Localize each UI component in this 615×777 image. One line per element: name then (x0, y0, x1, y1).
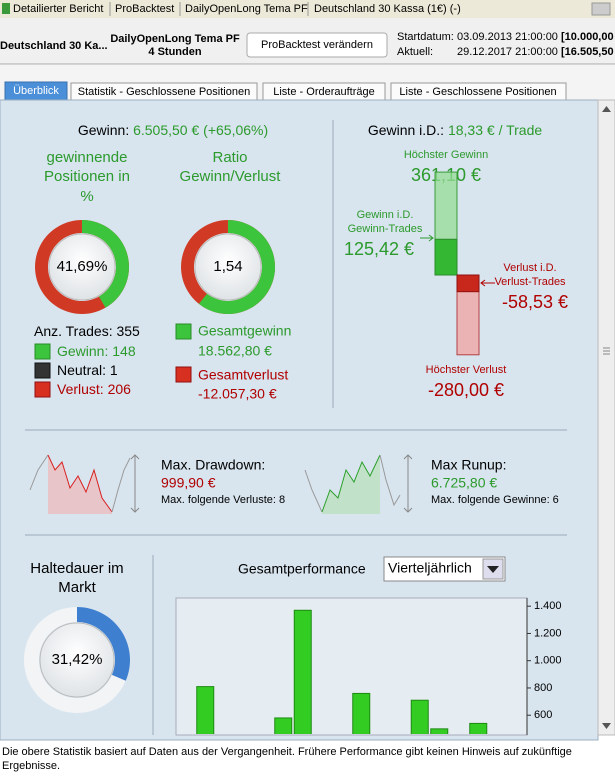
start-date: 03.09.2013 21:00:00 (457, 31, 558, 43)
start-capital: [10.000,00 (561, 31, 614, 43)
legend-item: Verlust: 206 (57, 381, 131, 397)
legend-swatch (34, 381, 51, 398)
bar (196, 686, 215, 734)
total-value: -12.057,30 € (198, 386, 277, 402)
donut-title: Gewinn/Verlust (180, 168, 282, 185)
drawdown-note: Max. folgende Verluste: 8 (161, 494, 285, 506)
drawdown-value: 999,90 € (161, 475, 216, 491)
donut-arc (77, 607, 130, 681)
current-capital: [16.505,50 (561, 46, 614, 58)
window-tab[interactable]: Detailierter Bericht (13, 3, 103, 15)
legend-swatch (175, 366, 192, 383)
bar (274, 717, 293, 734)
gain: Gewinn: 6.505,50 € (+65,06%) (78, 122, 268, 138)
window-tab[interactable]: ProBacktest (115, 3, 174, 15)
footer: Die obere Statistik basiert auf Daten au… (2, 746, 572, 772)
bar (469, 722, 488, 734)
current-date: 29.12.2017 21:00:00 (457, 46, 558, 58)
runup-value: 6.725,80 € (431, 475, 497, 491)
dropdown-value[interactable]: Vierteljährlich (388, 560, 472, 576)
donut-center (194, 233, 262, 301)
y-tick-label: 1.000 (534, 655, 562, 667)
trade-count: Anz. Trades: 355 (34, 323, 140, 339)
button[interactable] (246, 32, 388, 58)
per-trade-bar (434, 238, 458, 276)
scrollbar[interactable] (597, 99, 615, 736)
y-tick-label: 1.200 (534, 627, 562, 639)
avg-loss-title: Verlust-Trades (494, 276, 566, 288)
donut-title: gewinnende (47, 149, 128, 166)
y-tick-label: 1.400 (534, 600, 562, 612)
avg-gain: 125,42 € (344, 239, 414, 259)
total-value: 18.562,80 € (198, 343, 272, 359)
donut-center (48, 233, 116, 301)
donut-arc (82, 220, 129, 308)
holding-title: Markt (58, 579, 96, 596)
tab-label[interactable]: Liste - Geschlossene Positionen (399, 86, 556, 98)
per-trade: Gewinn i.D.: 18,33 € / Trade (368, 122, 543, 138)
total-label: Gesamtgewinn (198, 323, 291, 339)
avg-loss-title: Verlust i.D. (503, 262, 556, 274)
button-label[interactable]: ProBacktest verändern (261, 39, 373, 51)
window-tab[interactable]: DailyOpenLong Tema PF (185, 3, 308, 15)
donut-label: 41,69% (57, 258, 108, 275)
avg-gain-title: Gewinn i.D. (357, 209, 414, 221)
y-tick-label: 600 (534, 709, 552, 721)
max-loss: -280,00 € (428, 380, 504, 400)
tab-label[interactable]: Liste - Orderaufträge (273, 86, 375, 98)
window-tab[interactable]: Deutschland 30 Kassa (1€) (-) (314, 3, 461, 15)
start-label: Startdatum: (397, 31, 454, 43)
avg-loss: -58,53 € (502, 292, 568, 312)
tab-label[interactable]: Statistik - Geschlossene Positionen (78, 86, 250, 98)
bar (293, 609, 312, 734)
y-tick-label: 800 (534, 682, 552, 694)
legend-swatch (175, 323, 192, 340)
strategy: DailyOpenLong Tema PF (110, 33, 240, 45)
timeframe: 4 Stunden (148, 46, 201, 58)
legend-item: Neutral: 1 (57, 362, 118, 378)
bar (352, 692, 371, 734)
bar (430, 728, 449, 734)
per-trade-bar (456, 274, 480, 293)
close-button[interactable] (591, 2, 611, 16)
drawdown-sparkline (29, 454, 140, 514)
runup-title: Max Runup: (431, 457, 506, 473)
performance-title: Gesamtperformance (238, 561, 366, 577)
bar (410, 699, 429, 734)
runup-sparkline (304, 454, 413, 514)
donut-title: Positionen in (44, 168, 130, 185)
drawdown-title: Max. Drawdown: (161, 457, 265, 473)
icon (2, 3, 10, 14)
legend-swatch (34, 362, 51, 379)
donut-label: 31,42% (52, 651, 103, 668)
donut-arc (198, 220, 275, 314)
current-label: Aktuell: (397, 46, 433, 58)
donut-center (39, 622, 115, 698)
donut-title: % (80, 188, 93, 205)
max-gain-title: Höchster Gewinn (404, 149, 488, 161)
donut-title: Ratio (212, 149, 247, 166)
total-label: Gesamtverlust (198, 367, 288, 383)
runup-note: Max. folgende Gewinne: 6 (431, 494, 559, 506)
tab-label[interactable]: Überblick (13, 85, 59, 97)
plot-area (175, 597, 528, 736)
avg-gain-title: Gewinn-Trades (348, 223, 423, 235)
max-loss-title: Höchster Verlust (426, 364, 507, 376)
holding-title: Haltedauer im (30, 560, 123, 577)
donut-label: 1,54 (213, 258, 242, 275)
instrument: Deutschland 30 Ka... (0, 40, 108, 52)
legend-swatch (34, 343, 51, 360)
legend-item: Gewinn: 148 (57, 343, 136, 359)
